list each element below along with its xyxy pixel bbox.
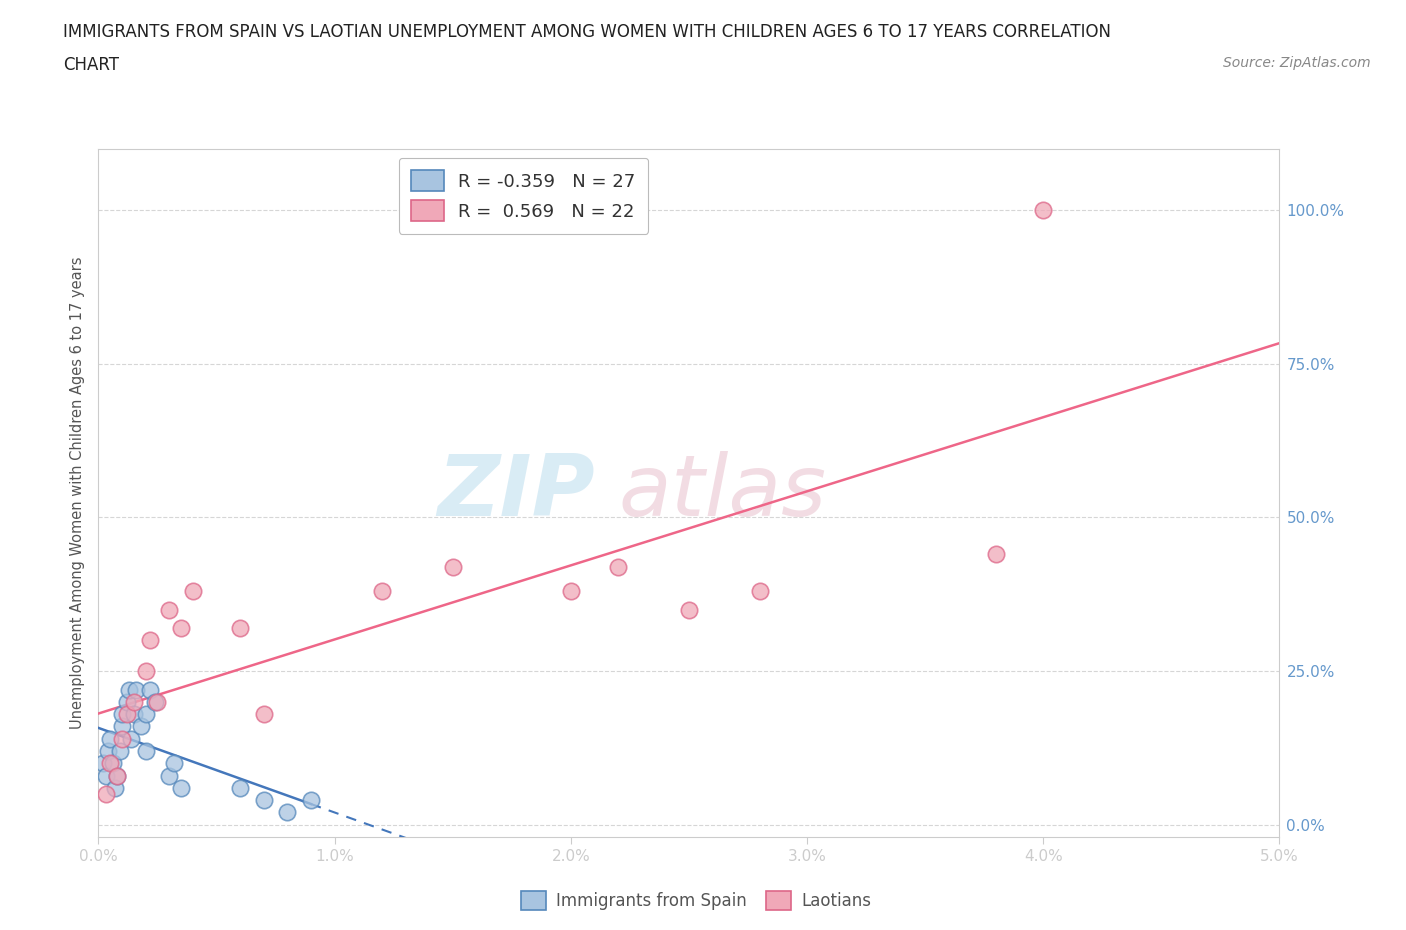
Text: IMMIGRANTS FROM SPAIN VS LAOTIAN UNEMPLOYMENT AMONG WOMEN WITH CHILDREN AGES 6 T: IMMIGRANTS FROM SPAIN VS LAOTIAN UNEMPLO… [63,23,1111,41]
Point [135,707,157,722]
Point [94,787,117,802]
Point [135,664,157,679]
Point [607,559,630,574]
Point [115,695,138,710]
Point [229,620,252,635]
Point [441,559,464,574]
Y-axis label: Unemployment Among Women with Children Ages 6 to 17 years: Unemployment Among Women with Children A… [70,257,86,729]
Text: atlas: atlas [619,451,827,535]
Point [111,707,134,722]
Point [135,744,157,759]
Point [111,731,134,746]
Point [91,756,114,771]
Point [139,682,162,697]
Point [678,603,700,618]
Point [121,731,143,746]
Point [122,707,145,722]
Point [276,805,298,820]
Point [1032,203,1054,218]
Point [105,768,128,783]
Point [129,719,152,734]
Point [984,547,1007,562]
Point [181,584,204,599]
Point [125,682,148,697]
Point [170,780,193,795]
Point [560,584,582,599]
Point [253,792,276,807]
Text: CHART: CHART [63,56,120,73]
Point [299,792,322,807]
Point [146,695,169,710]
Legend: Immigrants from Spain, Laotians: Immigrants from Spain, Laotians [515,884,877,917]
Text: Source: ZipAtlas.com: Source: ZipAtlas.com [1223,56,1371,70]
Point [105,768,128,783]
Point [101,756,124,771]
Point [98,731,121,746]
Point [104,780,127,795]
Point [371,584,394,599]
Text: ZIP: ZIP [437,451,595,535]
Point [157,768,180,783]
Point [163,756,186,771]
Point [229,780,252,795]
Point [139,633,162,648]
Point [122,695,145,710]
Point [253,707,276,722]
Point [118,682,141,697]
Point [111,719,134,734]
Point [157,603,180,618]
Point [94,768,117,783]
Point [748,584,770,599]
Point [115,707,138,722]
Point [143,695,166,710]
Point [170,620,193,635]
Point [97,744,120,759]
Point [98,756,121,771]
Point [108,744,131,759]
Legend: R = -0.359   N = 27, R =  0.569   N = 22: R = -0.359 N = 27, R = 0.569 N = 22 [399,158,648,233]
